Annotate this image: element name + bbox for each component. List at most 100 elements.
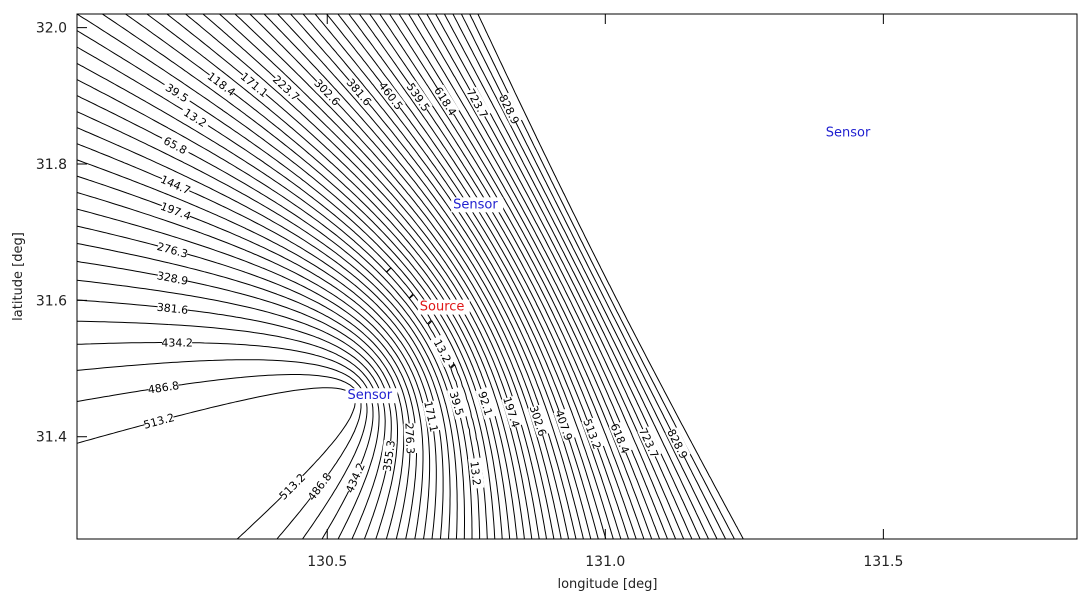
contour-line bbox=[417, 13, 685, 540]
contour-line bbox=[146, 13, 525, 540]
contour-label-bg bbox=[468, 457, 485, 489]
contour-label: 144.7 bbox=[158, 173, 192, 198]
contour-label-bg bbox=[422, 400, 442, 433]
contour-label-bg bbox=[205, 69, 238, 98]
contour-line bbox=[302, 13, 599, 540]
contour-line bbox=[76, 111, 458, 540]
contour-line bbox=[76, 374, 362, 540]
contour-label-bg bbox=[159, 199, 193, 222]
contour-line bbox=[76, 387, 356, 540]
y-tick-label: 31.4 bbox=[36, 430, 67, 446]
contour-label-bg bbox=[403, 423, 418, 454]
contour-label-bg bbox=[161, 78, 194, 106]
contour-line bbox=[76, 192, 424, 540]
contour-label-bg bbox=[312, 76, 343, 108]
contour-label-bg bbox=[156, 299, 189, 316]
contour-line bbox=[76, 320, 380, 540]
contour-label-bg bbox=[271, 72, 303, 103]
contour-label-bg bbox=[475, 386, 497, 420]
contour-line bbox=[477, 13, 744, 540]
contour-line bbox=[76, 30, 496, 540]
x-tick-label: 131.0 bbox=[585, 554, 625, 570]
contour-label-bg bbox=[404, 80, 433, 113]
contour-label-bg bbox=[156, 239, 189, 260]
contour-label: 355.3 bbox=[381, 439, 398, 472]
source-label: Source bbox=[420, 300, 465, 315]
contour-label-bg bbox=[344, 76, 375, 108]
contour-line bbox=[76, 299, 386, 540]
contour-label-bg bbox=[637, 426, 662, 459]
contour-label-bg bbox=[239, 69, 271, 99]
contour-label: 434.2 bbox=[343, 461, 368, 495]
contour-label-bg bbox=[446, 387, 468, 420]
contour-line bbox=[76, 95, 465, 540]
contour-label: 92.1 bbox=[475, 390, 495, 417]
contour-label: 486.8 bbox=[147, 379, 180, 397]
contour-line bbox=[76, 243, 405, 539]
contour-label-bg bbox=[581, 417, 605, 451]
contour-line bbox=[358, 13, 637, 540]
source-label-bg bbox=[417, 299, 470, 315]
contour-label-bg bbox=[162, 335, 193, 349]
sensor-label: Sensor bbox=[826, 126, 871, 141]
contour-label-bg bbox=[304, 470, 334, 503]
contour-label: 381.6 bbox=[156, 301, 189, 317]
contour-label-bg bbox=[159, 132, 192, 158]
contour-line bbox=[369, 13, 645, 540]
contour-label-bg bbox=[379, 440, 397, 472]
y-axis-title: latitude [deg] bbox=[11, 232, 26, 321]
contour-label-bg bbox=[342, 461, 367, 494]
contour-line bbox=[76, 175, 431, 540]
contour-line bbox=[76, 159, 437, 540]
axis-ticks: 130.5 131.0 131.5 31.4 31.6 31.8 32.0 bbox=[36, 14, 903, 570]
contour-line bbox=[460, 13, 727, 540]
contour-label-bg bbox=[464, 86, 491, 120]
contour-line bbox=[76, 208, 417, 540]
contour-label-bg bbox=[147, 378, 180, 396]
contour-label: 328.9 bbox=[156, 269, 189, 288]
contour-line bbox=[76, 143, 444, 540]
sensor-label: Sensor bbox=[453, 197, 498, 212]
contour-line bbox=[76, 342, 374, 540]
contour-label-bg bbox=[497, 92, 523, 126]
y-tick-label: 31.8 bbox=[36, 157, 67, 173]
contour-label: 276.3 bbox=[402, 422, 416, 454]
sensor-label: Sensor bbox=[347, 388, 392, 403]
contour-label-bg bbox=[179, 103, 212, 131]
contour-label: 513.2 bbox=[277, 471, 308, 502]
contour-line bbox=[452, 13, 718, 540]
contour-label-bg bbox=[142, 410, 175, 431]
contour-label-bg bbox=[377, 79, 406, 112]
sensor-label-bg bbox=[451, 197, 504, 213]
contour-label-bg bbox=[430, 334, 456, 367]
contour-labels: 13.213.213.239.539.565.892.1118.4144.717… bbox=[142, 69, 691, 503]
contour-label: 276.3 bbox=[156, 240, 190, 261]
contour-label: 118.4 bbox=[205, 70, 238, 99]
contour-label: 513.2 bbox=[142, 411, 176, 432]
contour-label-bg bbox=[432, 84, 460, 118]
contour-label: 434.2 bbox=[161, 336, 193, 349]
x-tick-label: 130.5 bbox=[307, 554, 347, 570]
contour-line bbox=[76, 359, 368, 540]
contour-label-bg bbox=[501, 395, 523, 429]
sensor-label-bg bbox=[345, 388, 398, 404]
contour-line bbox=[277, 13, 584, 540]
sensor-label-bg bbox=[823, 125, 876, 141]
contour-label-bg bbox=[553, 408, 576, 442]
contour-line bbox=[76, 127, 451, 540]
y-tick-label: 32.0 bbox=[36, 21, 67, 37]
station-markers: Sensor Sensor Sensor Source bbox=[345, 125, 876, 404]
contour-line bbox=[337, 13, 622, 540]
plot-frame bbox=[76, 13, 1078, 540]
contour-label-bg bbox=[665, 427, 691, 460]
contour-line bbox=[379, 13, 653, 540]
contour-label: 171.1 bbox=[421, 400, 440, 434]
y-tick-label: 31.6 bbox=[36, 293, 67, 309]
contour-line bbox=[408, 13, 677, 540]
x-axis-title: longitude [deg] bbox=[557, 577, 657, 592]
contour-label-bg bbox=[527, 404, 550, 437]
contour-line bbox=[219, 13, 555, 540]
contour-line bbox=[443, 13, 709, 540]
